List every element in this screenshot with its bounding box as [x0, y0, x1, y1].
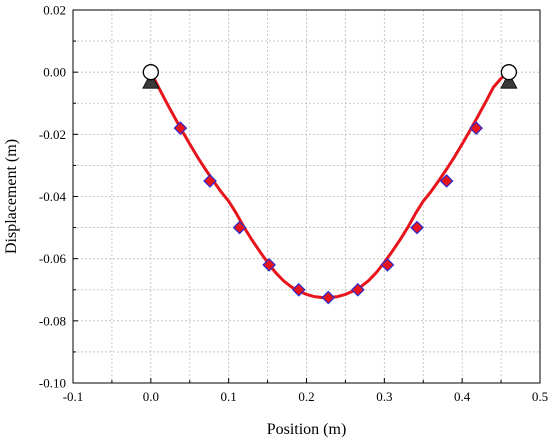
- y-axis-title: Displacement (m): [3, 139, 20, 254]
- support-triangle: [142, 72, 160, 89]
- y-tick-label: 0.00: [43, 65, 66, 80]
- x-tick-label: 0.1: [221, 389, 237, 404]
- x-tick-label: 0.4: [454, 389, 471, 404]
- support-circle: [142, 64, 159, 81]
- support-circle: [500, 64, 518, 81]
- data-point-marker: [321, 290, 336, 305]
- y-tick-label: -0.10: [39, 376, 66, 391]
- data-point-marker: [410, 220, 424, 235]
- deflection-curve-line: [149, 70, 511, 300]
- data-point-marker: [439, 174, 454, 188]
- data-point-marker: [351, 282, 365, 297]
- y-tick-label: -0.06: [39, 251, 67, 266]
- tick-layer: -0.1 0.0 0.1 0.2 0.3 0.4 0.5 0.02 0.00 -0.02 -0.04…: [39, 3, 548, 405]
- data-point-marker: [232, 220, 247, 235]
- grid-lines: [73, 10, 540, 383]
- y-tick-label: -0.08: [39, 313, 66, 328]
- marker-layer: [173, 121, 484, 305]
- x-tick-label: 0.2: [298, 389, 314, 404]
- data-point-marker: [173, 121, 188, 135]
- support-triangle: [500, 72, 518, 89]
- x-tick-label: 0.5: [532, 389, 548, 404]
- x-tick-label: 0.3: [376, 389, 392, 404]
- data-point-marker: [291, 282, 306, 297]
- y-tick-label: -0.04: [39, 189, 67, 204]
- data-point-marker: [380, 258, 395, 272]
- y-tick-label: -0.02: [39, 127, 66, 142]
- x-axis-title: Position (m): [267, 421, 347, 438]
- x-tick-label: -0.1: [63, 389, 84, 404]
- y-tick-label: 0.02: [43, 3, 66, 18]
- data-point-marker: [262, 258, 276, 272]
- curve-layer: [149, 70, 511, 300]
- support-layer: [142, 64, 518, 89]
- x-tick-label: 0.0: [143, 389, 159, 404]
- data-point-marker: [469, 121, 484, 135]
- data-point-marker: [203, 174, 217, 188]
